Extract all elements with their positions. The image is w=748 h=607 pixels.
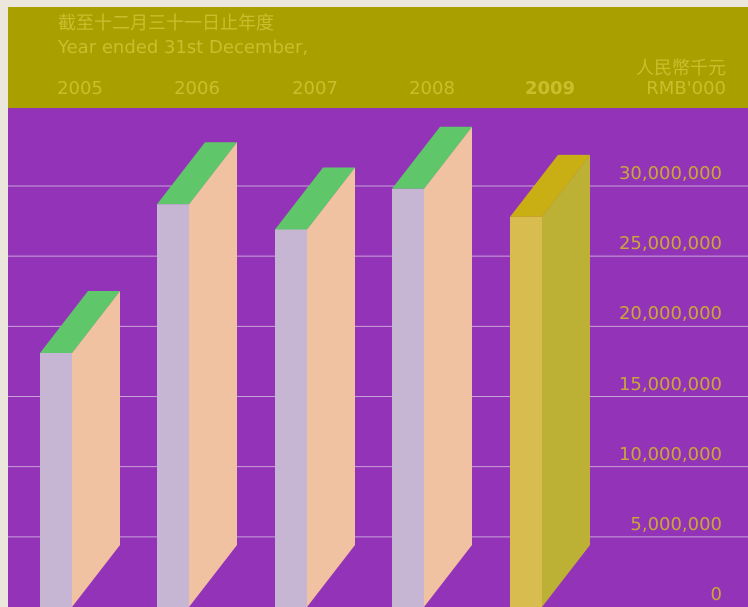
y-tick-label: 10,000,000	[618, 443, 722, 465]
y-tick-label: 25,000,000	[618, 233, 722, 255]
bar-top	[40, 290, 120, 353]
title-zh: 截至十二月三十一日止年度	[58, 13, 274, 34]
x-tick-label: 2009	[524, 78, 576, 99]
bar-top	[275, 167, 355, 230]
plot-area	[8, 108, 748, 607]
bar-front	[157, 204, 189, 607]
bar-front	[275, 229, 307, 607]
bar-side	[424, 126, 472, 607]
x-tick-label: 2006	[174, 78, 220, 99]
bar-2005	[40, 290, 120, 607]
bar-front	[40, 352, 72, 607]
bar-front	[510, 216, 542, 607]
bar-side	[189, 142, 237, 607]
header-band	[8, 7, 748, 108]
y-tick-label: 30,000,000	[618, 163, 722, 184]
bar-2009	[510, 154, 590, 607]
y-tick-label: 0	[710, 584, 722, 605]
y-tick-label: 20,000,000	[618, 303, 722, 325]
unit-en: RMB'000	[646, 78, 726, 99]
title-en: Year ended 31st December,	[58, 37, 309, 58]
bar-2008	[392, 126, 472, 607]
bar-top	[157, 142, 237, 205]
bar-top	[392, 126, 472, 189]
bar-2006	[157, 142, 237, 607]
bar-side	[542, 154, 590, 607]
x-tick-label: 2008	[409, 78, 455, 99]
bar-side	[307, 167, 355, 607]
x-tick-label: 2007	[292, 78, 338, 99]
y-tick-label: 15,000,000	[618, 373, 722, 395]
bar-front	[392, 188, 424, 607]
bar-side	[72, 290, 120, 607]
bar-top	[510, 154, 590, 217]
unit-zh: 人民幣千元	[636, 58, 726, 79]
bar-2007	[275, 167, 355, 607]
x-tick-label: 2005	[57, 78, 103, 99]
y-tick-label: 5,000,000	[630, 513, 722, 535]
